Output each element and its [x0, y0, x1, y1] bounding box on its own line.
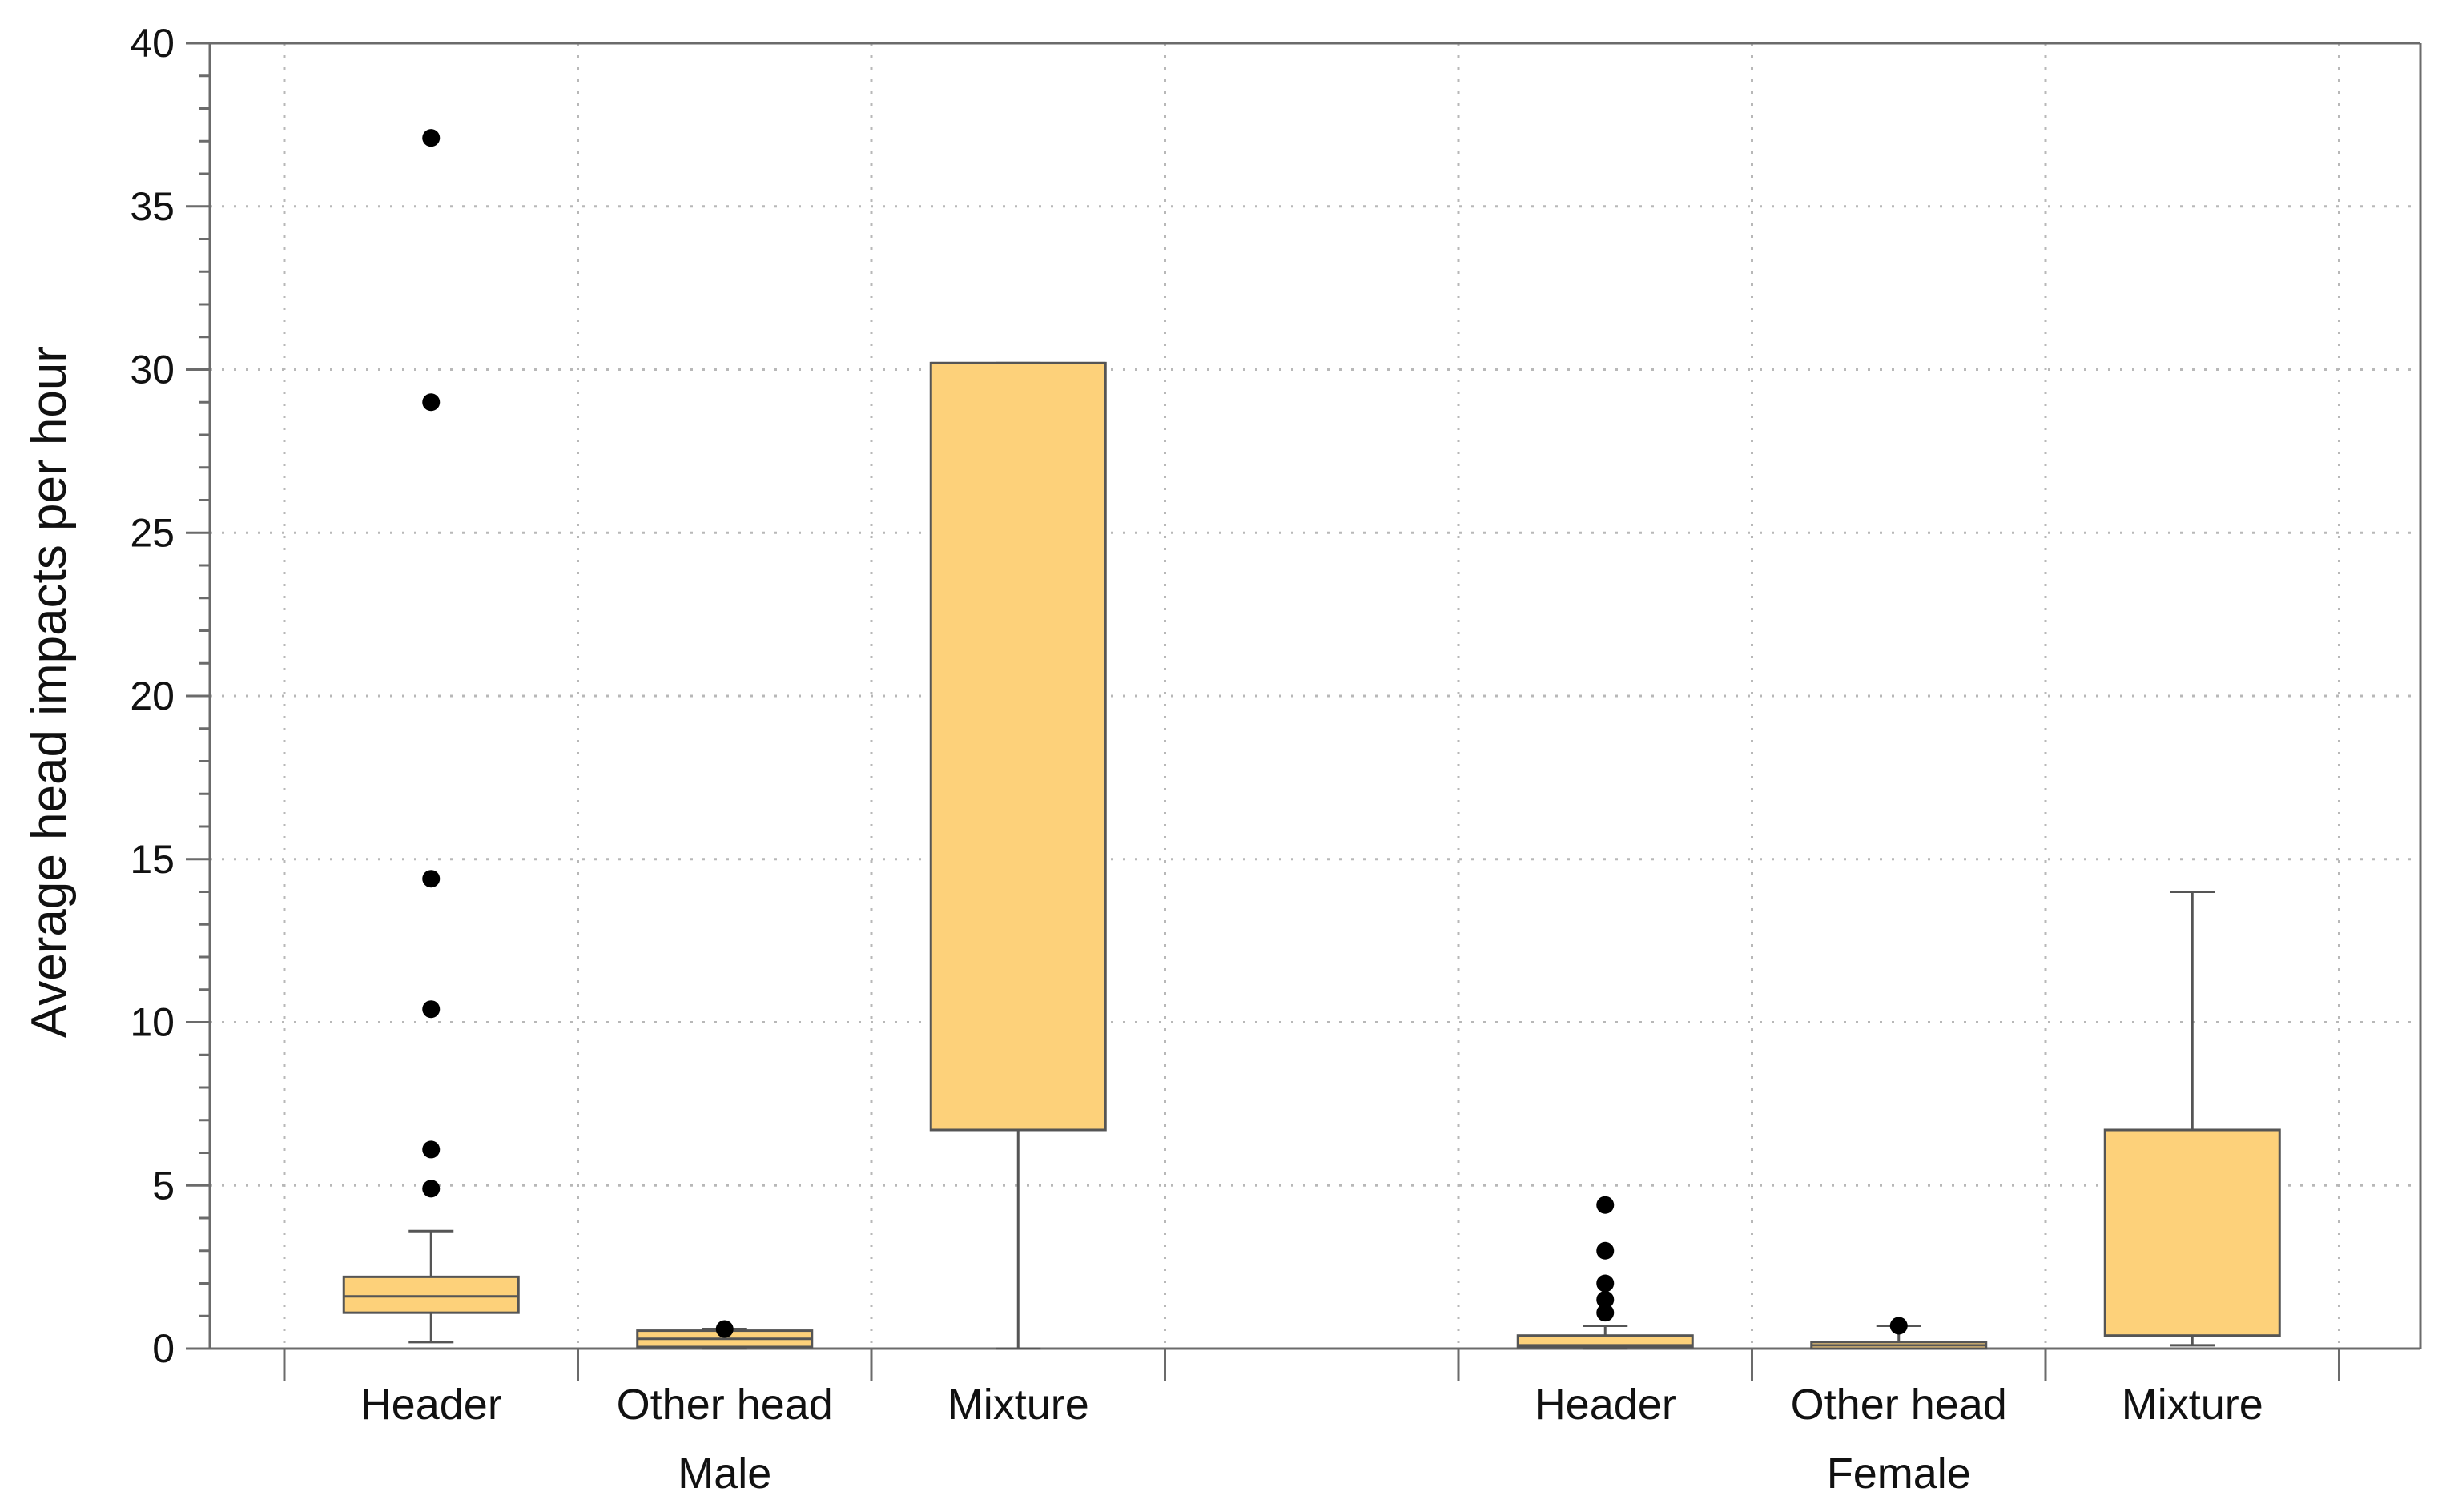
outlier-point	[1889, 1317, 1908, 1335]
y-tick-label: 35	[130, 184, 175, 229]
y-tick-label: 40	[130, 21, 175, 66]
y-tick-label: 0	[152, 1326, 175, 1371]
y-tick-label: 20	[130, 674, 175, 718]
y-tick-label: 30	[130, 348, 175, 392]
box-iqr	[342, 1275, 520, 1314]
outlier-point	[1596, 1290, 1615, 1309]
y-tick-label: 5	[152, 1163, 175, 1208]
y-tick-label: 15	[130, 837, 175, 882]
x-category-label: Other head	[617, 1381, 833, 1429]
x-group-label: Female	[1827, 1450, 1971, 1498]
grid-lines	[210, 42, 2420, 1349]
x-category-label: Mixture	[2122, 1381, 2263, 1429]
y-tick-label: 10	[130, 1000, 175, 1045]
outlier-point	[422, 870, 441, 888]
outlier-point	[1596, 1304, 1615, 1322]
y-axis-title: Average head impacts per hour	[22, 346, 77, 1038]
outlier-point	[422, 393, 441, 412]
y-tick-label: 25	[130, 510, 175, 555]
outlier-point	[1596, 1196, 1615, 1214]
box-iqr	[1516, 1334, 1694, 1349]
x-category-label: Other head	[1791, 1381, 2007, 1429]
outlier-point	[1596, 1241, 1615, 1260]
axis-labels: 0 5 10 15 20 25 30 35 40 Header Other head Mixture M…	[130, 21, 2263, 1498]
x-category-label: Mixture	[947, 1381, 1089, 1429]
axes	[186, 42, 2422, 1381]
outlier-point	[715, 1320, 734, 1338]
outlier-point	[422, 1180, 441, 1198]
outlier-point	[422, 1000, 441, 1019]
x-group-label: Male	[678, 1450, 771, 1498]
x-category-label: Header	[1535, 1381, 1676, 1429]
x-category-label: Header	[360, 1381, 502, 1429]
outlier-point	[422, 129, 441, 147]
box-iqr	[929, 361, 1107, 1132]
outlier-point	[422, 1140, 441, 1159]
box-iqr	[2103, 1128, 2281, 1337]
outlier-point	[1596, 1274, 1615, 1293]
box-plots	[342, 129, 2281, 1350]
